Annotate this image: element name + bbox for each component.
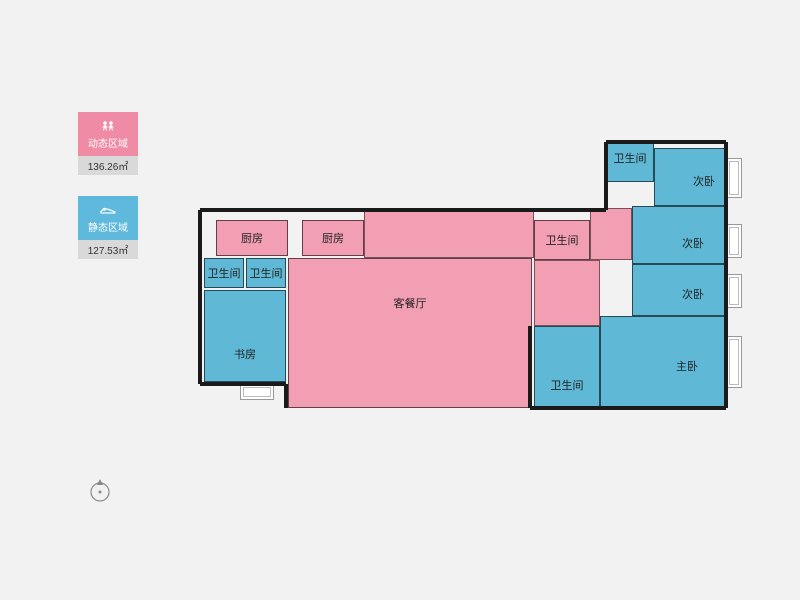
- room-label: 卫生间: [551, 377, 584, 393]
- room-label: 主卧: [676, 358, 698, 374]
- balcony: [240, 384, 274, 400]
- room-label: 客餐厅: [394, 295, 427, 311]
- room-卫生间: 卫生间: [246, 258, 286, 288]
- room-卫生间: 卫生间: [534, 220, 590, 260]
- balcony: [726, 336, 742, 388]
- dynamic-fill: [534, 260, 600, 326]
- room-卫生间: 卫生间: [204, 258, 244, 288]
- room-卫生间: 卫生间: [606, 142, 654, 182]
- room-书房: 书房: [204, 290, 286, 382]
- balcony: [726, 158, 742, 198]
- room-label: 卫生间: [250, 265, 283, 281]
- compass-icon: [86, 476, 114, 504]
- room-次卧: 次卧: [632, 264, 726, 316]
- room-label: 卫生间: [614, 150, 647, 166]
- room-label: 卫生间: [546, 232, 579, 248]
- balcony: [726, 274, 742, 308]
- room-客餐厅: 客餐厅: [288, 258, 532, 408]
- room-label: 次卧: [682, 235, 704, 251]
- balcony: [726, 224, 742, 258]
- room-label: 卫生间: [208, 265, 241, 281]
- room-label: 次卧: [682, 286, 704, 302]
- room-卫生间: 卫生间: [534, 326, 600, 408]
- room-label: 次卧: [693, 173, 715, 189]
- room-主卧: 主卧: [600, 316, 726, 408]
- room-label: 厨房: [322, 230, 344, 246]
- floor-plan: 次卧卫生间次卧次卧主卧卫生间书房卫生间卫生间厨房厨房卫生间客餐厅: [0, 0, 800, 600]
- dynamic-fill: [590, 208, 632, 260]
- dynamic-fill: [364, 208, 534, 258]
- room-厨房: 厨房: [302, 220, 364, 256]
- room-厨房: 厨房: [216, 220, 288, 256]
- room-次卧: 次卧: [654, 148, 726, 206]
- room-次卧: 次卧: [632, 206, 726, 264]
- room-label: 厨房: [241, 230, 263, 246]
- room-label: 书房: [234, 346, 256, 362]
